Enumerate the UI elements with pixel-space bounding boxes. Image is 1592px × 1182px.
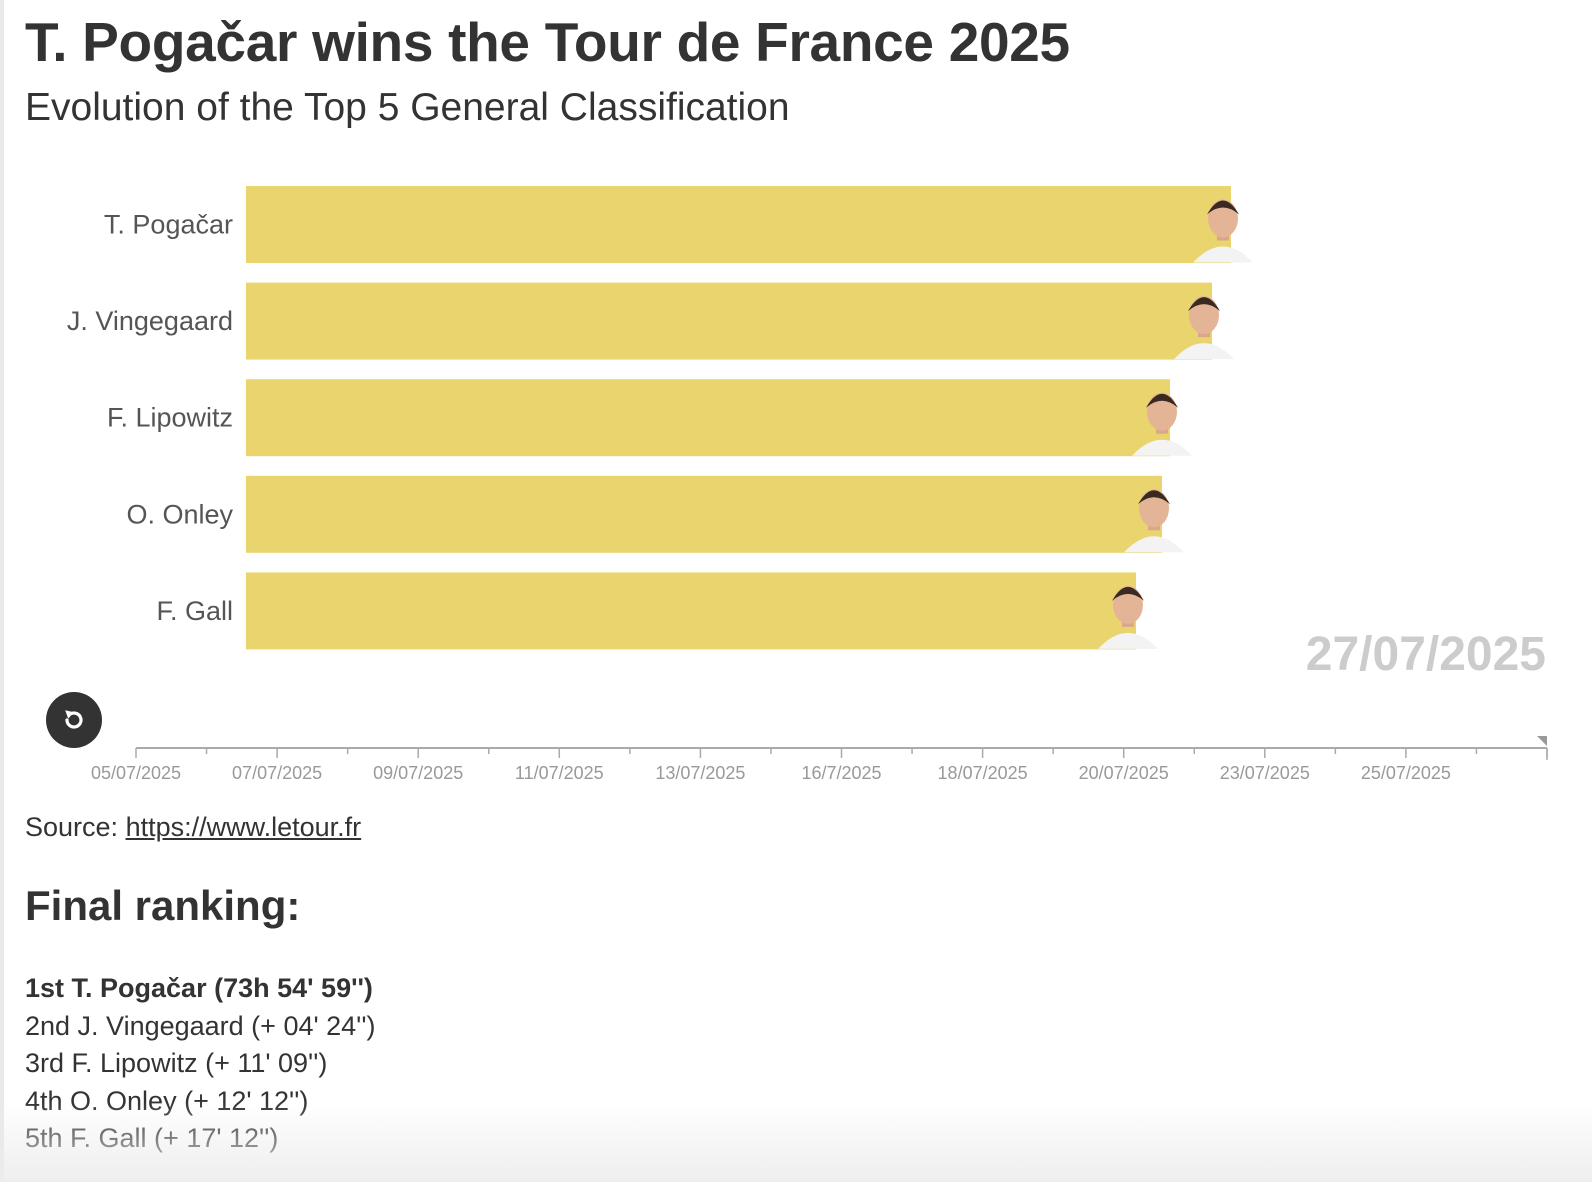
bar-o-onley [246,475,1162,553]
replay-icon [65,710,83,729]
rider-avatar-f-lipowitz [1132,392,1192,456]
bar-j-vingegaard [246,282,1212,360]
ranking-item-5: 5th F. Gall (+ 17' 12'') [25,1123,279,1153]
bar-label-t-pogacar: T. Pogačar [104,210,233,240]
bar-t-pogacar [246,186,1231,263]
timeline-tick-label: 13/07/2025 [655,763,745,783]
ranking-item-1: 1st T. Pogačar (73h 54' 59'') [25,973,373,1003]
replay-button[interactable] [46,692,102,748]
timeline-tick-label: 16/7/2025 [801,763,881,783]
page-subtitle: Evolution of the Top 5 General Classific… [25,86,790,129]
timeline-tick-label: 20/07/2025 [1079,763,1169,783]
bar-label-f-gall: F. Gall [156,596,233,626]
ranking-item-3: 3rd F. Lipowitz (+ 11' 09'') [25,1048,328,1078]
rider-avatar-j-vingegaard [1174,296,1234,360]
source-link[interactable]: https://www.letour.fr [125,812,362,842]
timeline-tick-label: 23/07/2025 [1220,763,1310,783]
timeline-tick-label: 11/07/2025 [515,763,604,783]
ranking-title: Final ranking: [25,882,301,929]
ranking-list: 1st T. Pogačar (73h 54' 59'') 2nd J. Vin… [25,970,375,1158]
page-title: T. Pogačar wins the Tour de France 2025 [25,11,1070,73]
bar-label-j-vingegaard: J. Vingegaard [67,306,233,336]
timeline-tick-label: 09/07/2025 [373,763,463,783]
timeline-tick-label: 07/07/2025 [232,763,322,783]
page-left-edge [0,0,4,1182]
timeline-tick-label: 18/07/2025 [938,763,1028,783]
source-prefix: Source: [25,812,126,842]
bar-f-lipowitz [246,379,1170,457]
current-date-label: 27/07/2025 [1306,628,1546,681]
ranking-item-2: 2nd J. Vingegaard (+ 04' 24'') [25,1010,376,1041]
bar-f-gall [246,572,1136,650]
timeline-slider[interactable]: 05/07/2025 07/07/2025 09/07/2025 11/07/2025… [91,736,1548,783]
source-line: Source: https://www.letour.fr [25,812,361,843]
ranking-item-4: 4th O. Onley (+ 12' 12'') [25,1085,309,1116]
timeline-tick-label: 25/07/2025 [1361,763,1451,783]
rider-avatar-f-gall [1098,585,1158,649]
bar-label-o-onley: O. Onley [126,499,233,529]
bar-label-f-lipowitz: F. Lipowitz [107,403,233,433]
rider-avatar-o-onley [1124,489,1184,553]
rider-avatar-t-pogacar [1193,199,1253,263]
bars-layer: T. Pogačar J. Vingegaard F. Lipowitz O. Onl… [67,186,1253,650]
timeline-handle[interactable] [1537,736,1547,746]
timeline-tick-label: 05/07/2025 [91,763,181,783]
bar-chart: T. Pogačar J. Vingegaard F. Lipowitz O. Onl… [67,186,1548,783]
